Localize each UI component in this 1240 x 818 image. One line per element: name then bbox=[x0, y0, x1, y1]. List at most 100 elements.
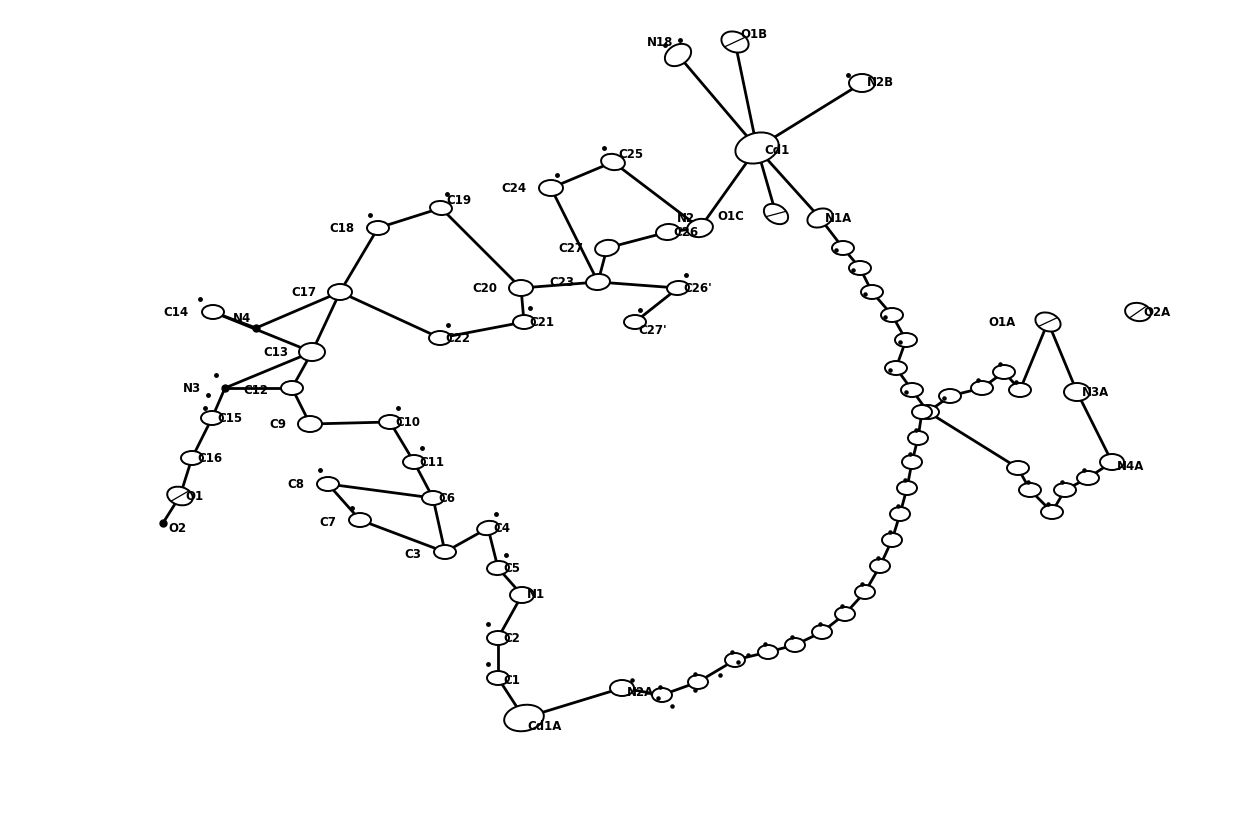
Ellipse shape bbox=[1019, 483, 1042, 497]
Ellipse shape bbox=[477, 521, 498, 535]
Ellipse shape bbox=[911, 405, 932, 419]
Ellipse shape bbox=[688, 675, 708, 689]
Text: C26': C26' bbox=[683, 281, 712, 294]
Ellipse shape bbox=[901, 455, 923, 469]
Text: C26: C26 bbox=[673, 226, 698, 239]
Ellipse shape bbox=[1007, 461, 1029, 475]
Ellipse shape bbox=[1009, 383, 1030, 397]
Ellipse shape bbox=[880, 308, 903, 322]
Ellipse shape bbox=[202, 305, 224, 319]
Ellipse shape bbox=[971, 381, 993, 395]
Ellipse shape bbox=[624, 315, 646, 329]
Ellipse shape bbox=[379, 415, 401, 429]
Ellipse shape bbox=[993, 365, 1016, 379]
Ellipse shape bbox=[882, 533, 901, 547]
Ellipse shape bbox=[735, 133, 779, 164]
Text: N3: N3 bbox=[182, 381, 201, 394]
Text: O1: O1 bbox=[185, 489, 203, 502]
Text: C18: C18 bbox=[329, 222, 353, 235]
Ellipse shape bbox=[758, 645, 777, 659]
Ellipse shape bbox=[890, 507, 910, 521]
Text: C14: C14 bbox=[164, 305, 188, 318]
Ellipse shape bbox=[652, 688, 672, 702]
Ellipse shape bbox=[939, 389, 961, 403]
Ellipse shape bbox=[299, 343, 325, 361]
Ellipse shape bbox=[539, 180, 563, 196]
Ellipse shape bbox=[895, 333, 918, 347]
Ellipse shape bbox=[667, 281, 689, 295]
Ellipse shape bbox=[861, 285, 883, 299]
Ellipse shape bbox=[281, 381, 303, 395]
Ellipse shape bbox=[329, 284, 352, 300]
Text: C15: C15 bbox=[217, 411, 242, 425]
Text: Cd1A: Cd1A bbox=[527, 721, 562, 734]
Text: C21: C21 bbox=[529, 316, 554, 329]
Ellipse shape bbox=[1100, 454, 1123, 470]
Ellipse shape bbox=[595, 240, 619, 256]
Text: C12: C12 bbox=[243, 384, 268, 398]
Ellipse shape bbox=[897, 481, 918, 495]
Ellipse shape bbox=[901, 383, 923, 397]
Text: C24: C24 bbox=[502, 182, 527, 195]
Ellipse shape bbox=[764, 204, 789, 224]
Ellipse shape bbox=[687, 219, 713, 237]
Ellipse shape bbox=[835, 607, 856, 621]
Text: N2A: N2A bbox=[627, 686, 655, 699]
Text: C19: C19 bbox=[446, 194, 471, 206]
Ellipse shape bbox=[725, 653, 745, 667]
Ellipse shape bbox=[1125, 303, 1151, 321]
Ellipse shape bbox=[832, 241, 854, 255]
Ellipse shape bbox=[487, 561, 508, 575]
Text: N3A: N3A bbox=[1083, 385, 1110, 398]
Text: N2B: N2B bbox=[867, 77, 894, 89]
Text: O1B: O1B bbox=[740, 28, 768, 41]
Text: C8: C8 bbox=[286, 478, 304, 491]
Ellipse shape bbox=[510, 587, 534, 603]
Ellipse shape bbox=[434, 545, 456, 559]
Text: C6: C6 bbox=[438, 492, 455, 505]
Ellipse shape bbox=[1064, 383, 1090, 401]
Ellipse shape bbox=[508, 280, 533, 296]
Text: C11: C11 bbox=[419, 456, 444, 469]
Ellipse shape bbox=[487, 671, 508, 685]
Ellipse shape bbox=[610, 680, 634, 696]
Text: N18: N18 bbox=[646, 37, 673, 50]
Ellipse shape bbox=[587, 274, 610, 290]
Ellipse shape bbox=[513, 315, 534, 329]
Ellipse shape bbox=[1054, 483, 1076, 497]
Text: C25: C25 bbox=[618, 147, 644, 160]
Ellipse shape bbox=[918, 405, 939, 419]
Ellipse shape bbox=[403, 455, 425, 469]
Ellipse shape bbox=[1042, 505, 1063, 519]
Text: C4: C4 bbox=[494, 522, 510, 534]
Ellipse shape bbox=[429, 331, 451, 345]
Text: C5: C5 bbox=[503, 561, 520, 574]
Ellipse shape bbox=[885, 361, 906, 375]
Text: C27: C27 bbox=[558, 241, 583, 254]
Text: O1C: O1C bbox=[717, 209, 744, 222]
Text: C1: C1 bbox=[503, 675, 520, 687]
Text: O2A: O2A bbox=[1143, 305, 1171, 318]
Text: C17: C17 bbox=[291, 285, 316, 299]
Text: N4A: N4A bbox=[1117, 461, 1145, 474]
Ellipse shape bbox=[422, 491, 444, 505]
Text: C2: C2 bbox=[503, 631, 520, 645]
Text: N1: N1 bbox=[527, 588, 546, 601]
Ellipse shape bbox=[181, 451, 203, 465]
Ellipse shape bbox=[298, 416, 322, 432]
Text: N1A: N1A bbox=[825, 212, 852, 224]
Ellipse shape bbox=[785, 638, 805, 652]
Ellipse shape bbox=[601, 154, 625, 170]
Text: Cd1: Cd1 bbox=[764, 143, 789, 156]
Ellipse shape bbox=[807, 209, 832, 227]
Ellipse shape bbox=[367, 221, 389, 235]
Text: C22: C22 bbox=[445, 331, 470, 344]
Ellipse shape bbox=[665, 44, 691, 66]
Ellipse shape bbox=[317, 477, 339, 491]
Text: C27': C27' bbox=[639, 325, 667, 338]
Text: C7: C7 bbox=[319, 516, 336, 529]
Ellipse shape bbox=[656, 224, 680, 240]
Text: C16: C16 bbox=[197, 452, 222, 465]
Ellipse shape bbox=[430, 201, 451, 215]
Ellipse shape bbox=[167, 487, 192, 506]
